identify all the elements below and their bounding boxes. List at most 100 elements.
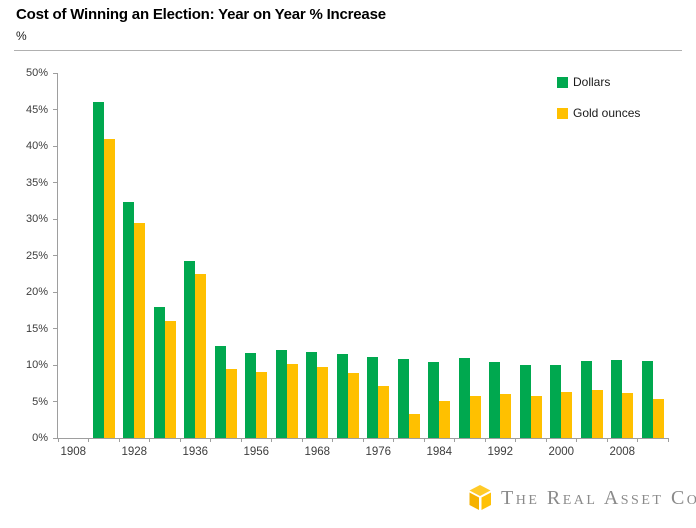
- bar-dollars: [184, 261, 196, 438]
- bar-dollars: [336, 354, 348, 438]
- y-axis-tick-label: 35%: [25, 176, 48, 189]
- y-axis-tick: [53, 255, 57, 256]
- legend-item-dollars: Dollars: [557, 75, 640, 89]
- x-axis-tick: [606, 438, 608, 442]
- x-axis-tick-label: 2008: [609, 446, 636, 458]
- y-axis-tick-label: 10%: [25, 359, 48, 371]
- bar-gold-ounces: [652, 398, 664, 438]
- y-axis-tick: [53, 72, 57, 74]
- x-axis-tick: [88, 438, 89, 442]
- y-axis-tick: [53, 437, 57, 439]
- gold-ounces-swatch-icon: [557, 107, 568, 119]
- bar-dollars: [641, 360, 653, 438]
- y-axis-tick: [53, 218, 57, 220]
- bar-gold-ounces: [134, 222, 146, 438]
- bar-gold-ounces: [256, 371, 268, 438]
- y-axis-tick-label: 25%: [25, 249, 48, 262]
- x-axis-tick: [179, 438, 181, 442]
- x-axis-tick: [240, 438, 242, 442]
- bar-gold-ounces: [225, 368, 237, 438]
- y-axis-tick: [53, 401, 57, 402]
- x-axis-tick: [301, 438, 303, 442]
- bar-gold-ounces: [622, 392, 634, 438]
- x-axis-tick-label: 1992: [487, 446, 514, 458]
- y-axis-tick: [53, 182, 57, 183]
- y-axis-tick-label: 45%: [25, 103, 48, 116]
- bar-dollars: [580, 361, 592, 438]
- bar-dollars: [123, 202, 135, 438]
- bar-gold-ounces: [469, 395, 481, 438]
- bar-gold-ounces: [195, 274, 207, 438]
- bar-gold-ounces: [561, 392, 573, 438]
- legend-label-dollars: Dollars: [573, 75, 611, 89]
- x-axis-tick-label: 1968: [304, 446, 331, 458]
- bar-gold-ounces: [408, 413, 420, 438]
- x-axis-tick-label: 2000: [548, 446, 575, 458]
- x-axis-tick: [545, 438, 547, 442]
- y-axis-tick: [53, 109, 57, 110]
- bar-dollars: [458, 357, 470, 438]
- y-axis-tick: [53, 145, 57, 147]
- bar-gold-ounces: [378, 386, 390, 438]
- bar-gold-ounces: [439, 400, 451, 438]
- y-axis-tick-label: 0%: [32, 432, 48, 444]
- y-axis-tick: [53, 364, 57, 366]
- bar-dollars: [92, 102, 104, 438]
- x-axis-tick: [393, 438, 394, 442]
- y-axis-tick: [53, 328, 57, 329]
- bar-dollars: [153, 306, 165, 438]
- x-axis-tick: [576, 438, 577, 442]
- bar-gold-ounces: [317, 367, 329, 438]
- brand-name: The Real Asset Co: [501, 486, 696, 509]
- x-axis-tick: [423, 438, 425, 442]
- x-axis-tick: [271, 438, 272, 442]
- legend-label-gold-ounces: Gold ounces: [573, 106, 641, 120]
- bar-gold-ounces: [347, 373, 359, 438]
- x-axis-tick-label: 1984: [426, 446, 453, 458]
- x-axis-tick-label: 1908: [60, 446, 87, 458]
- x-axis-tick: [57, 438, 59, 442]
- y-axis-tick-label: 50%: [25, 67, 48, 79]
- bar-dollars: [214, 346, 226, 438]
- bar-dollars: [519, 365, 531, 438]
- bar-dollars: [275, 349, 287, 438]
- x-axis-tick: [210, 438, 211, 442]
- y-axis-tick-label: 40%: [25, 140, 48, 152]
- bar-dollars: [245, 352, 257, 438]
- x-axis-tick: [637, 438, 638, 442]
- x-axis-tick: [149, 438, 150, 442]
- bar-gold-ounces: [591, 389, 603, 438]
- bar-dollars: [306, 351, 318, 438]
- legend: Dollars Gold ounces: [557, 75, 641, 138]
- gold-cube-icon: [469, 485, 491, 510]
- x-axis-tick: [667, 438, 669, 442]
- x-axis-tick-label: 1976: [365, 446, 392, 458]
- chart-title: Cost of Winning an Election: Year on Yea…: [16, 6, 386, 23]
- x-axis-tick: [515, 438, 516, 442]
- bar-gold-ounces: [164, 321, 176, 438]
- x-axis-tick-label: 1928: [121, 446, 148, 458]
- dollars-swatch-icon: [557, 76, 568, 88]
- title-divider: [14, 50, 682, 51]
- brand-logo: The Real Asset Co: [468, 484, 696, 511]
- bar-gold-ounces: [530, 396, 542, 438]
- bar-dollars: [397, 359, 409, 438]
- plot-area: 0% 5% 10% 15% 20% 25% 30% 35% 40% 45% 50% 1908 1928 1…: [26, 67, 669, 458]
- x-axis-tick-label: 1936: [182, 446, 209, 458]
- bar-dollars: [428, 362, 440, 438]
- bar-dollars: [489, 362, 501, 438]
- x-axis-tick: [484, 438, 486, 442]
- y-axis-unit-label: %: [16, 29, 27, 43]
- bar-gold-ounces: [500, 394, 512, 438]
- bar-gold-ounces: [103, 138, 115, 438]
- y-axis-tick-label: 30%: [25, 213, 48, 225]
- bar-dollars: [550, 365, 562, 438]
- x-axis-tick: [362, 438, 364, 442]
- bar-dollars: [367, 356, 379, 438]
- x-axis-tick: [118, 438, 120, 442]
- y-axis-tick-label: 20%: [25, 286, 48, 298]
- y-axis-tick-label: 15%: [25, 322, 48, 335]
- x-axis-tick: [454, 438, 455, 442]
- x-axis-tick: [332, 438, 333, 442]
